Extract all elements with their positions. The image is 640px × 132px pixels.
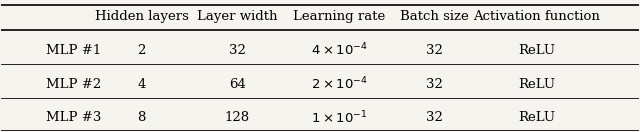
Text: 128: 128 [225, 111, 250, 124]
Text: MLP #3: MLP #3 [46, 111, 101, 124]
Text: 2: 2 [138, 44, 146, 57]
Text: MLP #1: MLP #1 [46, 44, 101, 57]
Text: ReLU: ReLU [518, 44, 556, 57]
Text: Learning rate: Learning rate [293, 10, 385, 23]
Text: 32: 32 [426, 78, 443, 91]
Text: 32: 32 [426, 44, 443, 57]
Text: ReLU: ReLU [518, 78, 556, 91]
Text: 8: 8 [138, 111, 146, 124]
Text: $2 \times 10^{-4}$: $2 \times 10^{-4}$ [311, 76, 367, 92]
Text: $4 \times 10^{-4}$: $4 \times 10^{-4}$ [311, 42, 367, 59]
Text: 64: 64 [228, 78, 246, 91]
Text: 4: 4 [138, 78, 146, 91]
Text: $1 \times 10^{-1}$: $1 \times 10^{-1}$ [311, 109, 367, 126]
Text: 32: 32 [426, 111, 443, 124]
Text: Hidden layers: Hidden layers [95, 10, 189, 23]
Text: Layer width: Layer width [197, 10, 277, 23]
Text: Batch size: Batch size [401, 10, 469, 23]
Text: Activation function: Activation function [473, 10, 600, 23]
Text: 32: 32 [228, 44, 246, 57]
Text: ReLU: ReLU [518, 111, 556, 124]
Text: MLP #2: MLP #2 [46, 78, 101, 91]
